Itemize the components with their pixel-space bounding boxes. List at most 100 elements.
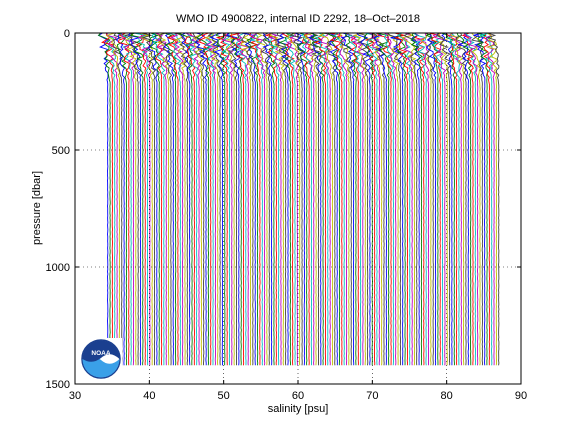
x-tick-label: 70: [366, 390, 378, 402]
profile-line: [148, 32, 158, 366]
profile-line: [221, 32, 234, 366]
x-tick-label: 40: [143, 390, 155, 402]
y-tick-label: 0: [64, 28, 70, 40]
profile-line: [393, 32, 407, 366]
profile-line: [403, 32, 418, 366]
profile-line: [262, 32, 273, 366]
profile-line: [304, 32, 315, 366]
profile-line: [164, 32, 177, 366]
profile-line: [479, 32, 493, 366]
profile-line: [184, 32, 196, 366]
profile-line: [401, 32, 417, 366]
profile-line: [352, 32, 367, 366]
profile-line: [268, 32, 280, 366]
profile-line: [155, 32, 163, 366]
profile-line: [375, 32, 390, 366]
profile-line: [220, 32, 231, 366]
profile-line: [240, 32, 253, 366]
profile-lines: [97, 32, 500, 366]
profile-line: [301, 32, 313, 366]
profile-line: [476, 32, 489, 366]
noaa-logo-text: NOAA: [91, 350, 110, 357]
profile-line: [273, 32, 287, 366]
y-axis-label: pressure [dbar]: [31, 171, 43, 245]
profile-line: [135, 32, 147, 366]
profile-line: [115, 32, 126, 366]
profile-line: [340, 32, 353, 366]
profile-line: [387, 32, 400, 366]
profile-line: [470, 32, 484, 366]
profile-line: [249, 32, 261, 366]
profile-line: [157, 32, 170, 366]
profile-line: [383, 32, 395, 366]
profile-line: [173, 32, 187, 366]
profile-line: [97, 32, 109, 366]
profile-line: [289, 32, 304, 366]
profile-line: [241, 32, 254, 366]
profile-line: [215, 32, 229, 366]
profile-line: [154, 32, 168, 366]
profile-line: [438, 32, 449, 366]
profile-line: [281, 32, 295, 366]
profile-line: [246, 32, 260, 366]
profile-line: [296, 32, 308, 366]
profile-line: [117, 32, 131, 366]
profile-line: [364, 32, 379, 366]
profile-line: [167, 32, 182, 366]
profile-line: [223, 32, 238, 366]
profile-line: [428, 32, 441, 366]
profile-line: [390, 32, 404, 366]
profile-line: [346, 32, 360, 366]
profile-line: [133, 32, 150, 366]
profile-line: [112, 32, 123, 366]
chart-title: WMO ID 4900822, internal ID 2292, 18–Oct…: [176, 13, 420, 25]
profile-line: [192, 32, 206, 366]
profile-line: [151, 32, 166, 366]
profile-line: [463, 32, 480, 366]
profile-line: [127, 32, 142, 366]
profile-line: [426, 32, 437, 366]
profile-line: [178, 32, 194, 366]
profile-line: [455, 32, 467, 366]
profile-line: [148, 32, 160, 366]
profile-line: [436, 32, 452, 366]
profile-line: [209, 32, 224, 366]
profile-line: [376, 32, 393, 366]
grid-lines: [75, 33, 521, 384]
profile-line: [140, 32, 154, 366]
x-tick-label: 80: [441, 390, 453, 402]
profile-line: [448, 32, 461, 366]
y-tick-label: 500: [52, 145, 70, 157]
profile-line: [368, 32, 381, 366]
profile-line: [333, 32, 346, 366]
x-axis-label: salinity [psu]: [268, 403, 329, 415]
profile-line: [313, 32, 327, 366]
profile-line: [327, 32, 341, 366]
profile-line: [448, 32, 463, 366]
profile-line: [305, 32, 318, 366]
profile-line: [412, 32, 426, 366]
profile-line: [278, 32, 292, 366]
profile-line: [204, 32, 219, 366]
profile-line: [106, 32, 116, 366]
profile-line: [364, 32, 377, 366]
profile-line: [308, 32, 321, 366]
profile-line: [174, 32, 189, 366]
profile-line: [394, 32, 409, 366]
profile-line: [170, 32, 184, 366]
profile-line: [215, 32, 227, 366]
profile-line: [445, 32, 458, 366]
profile-line: [229, 32, 246, 366]
axis-ticks: 30 40 50 60 70 80 90 0 500 1000 1500: [46, 28, 528, 402]
profile-line: [294, 32, 306, 366]
profile-line: [402, 32, 414, 366]
profile-line: [123, 32, 140, 366]
profile-line: [338, 32, 350, 366]
profile-line: [284, 32, 296, 366]
profile-line: [415, 32, 430, 366]
y-tick-label: 1000: [46, 262, 70, 274]
profile-line: [344, 32, 357, 366]
profile-line: [137, 32, 151, 366]
profile-line: [464, 32, 477, 366]
profile-line: [158, 32, 173, 366]
